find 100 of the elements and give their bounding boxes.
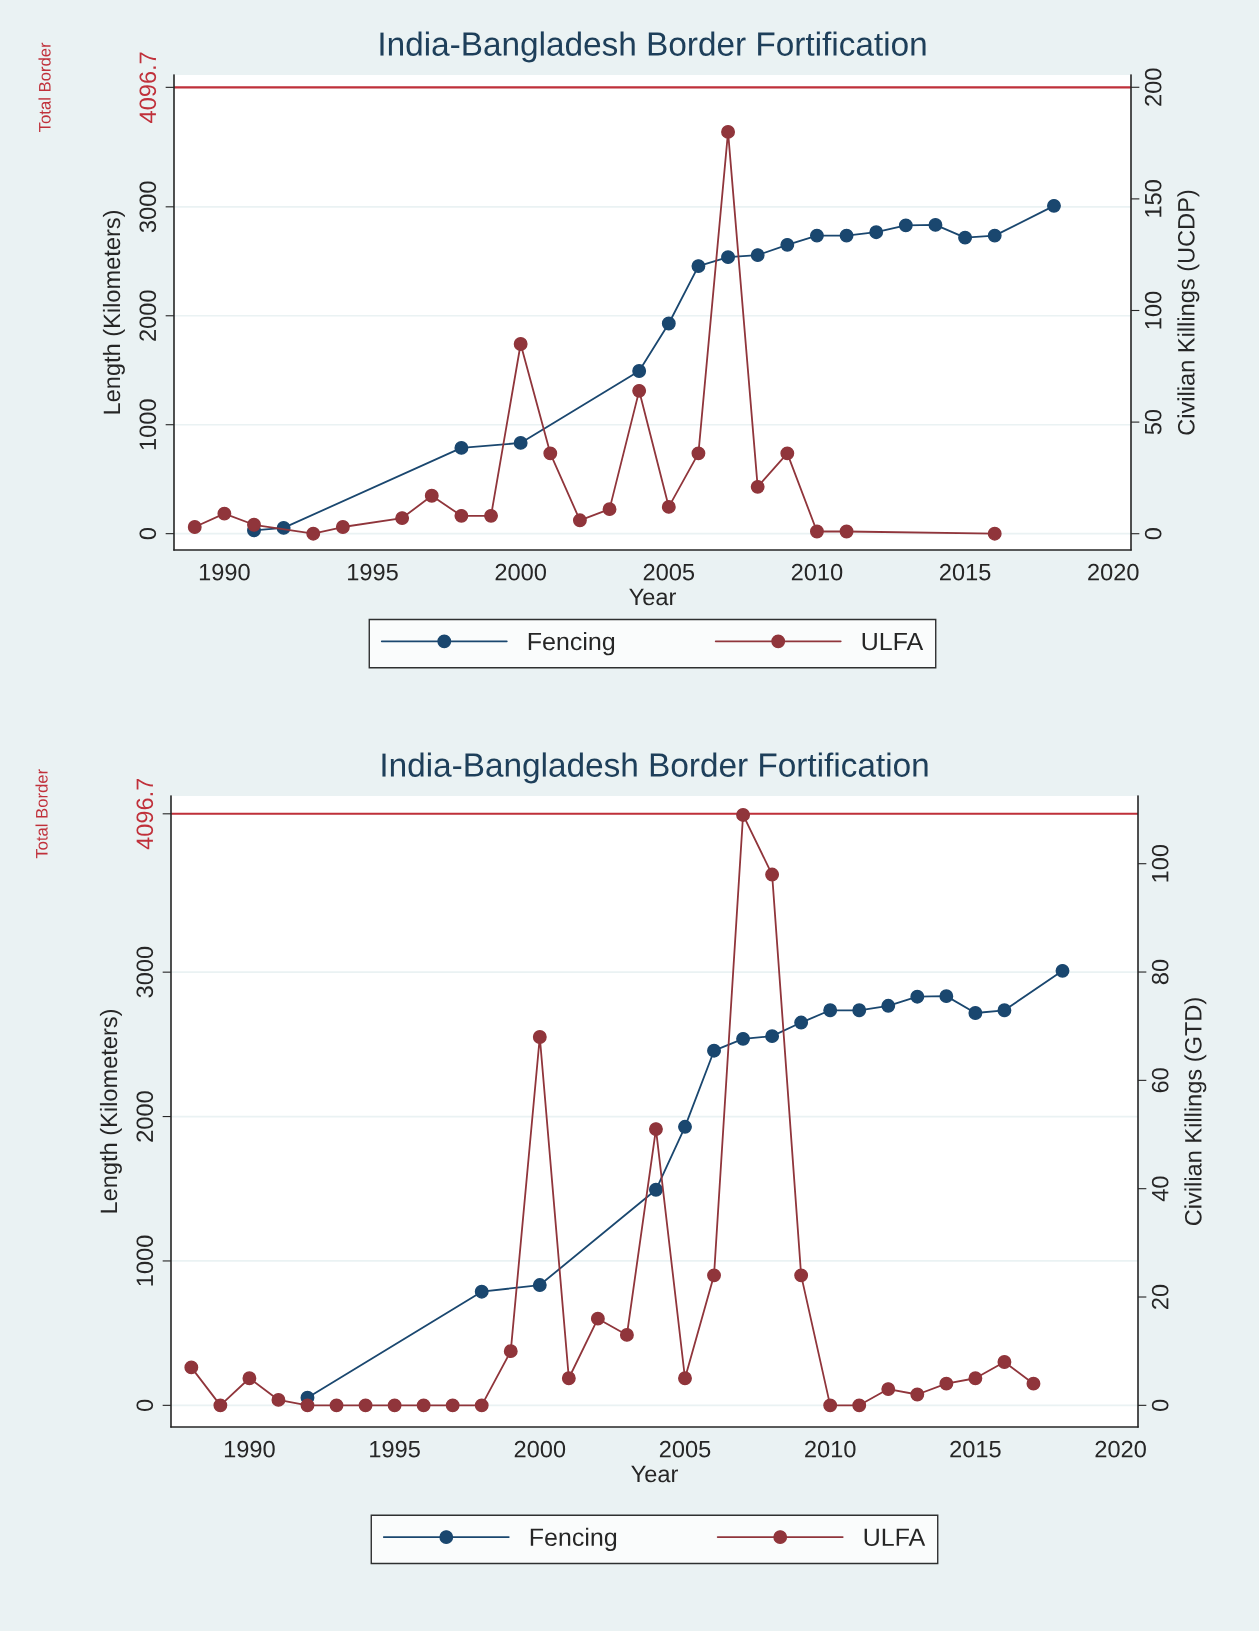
y2-tick-label: 0 xyxy=(1151,1399,1169,1411)
legend-label: Fencing xyxy=(530,1527,617,1552)
point xyxy=(532,1278,547,1293)
point xyxy=(445,1398,460,1413)
point xyxy=(590,1311,605,1326)
point xyxy=(794,1268,809,1283)
point xyxy=(454,440,469,455)
point xyxy=(632,364,647,378)
point xyxy=(839,524,854,539)
point xyxy=(649,1182,663,1197)
point xyxy=(839,228,854,243)
point xyxy=(271,1392,286,1407)
point xyxy=(678,1119,692,1134)
point xyxy=(928,217,943,232)
point xyxy=(184,1360,199,1375)
legend-label: Fencing xyxy=(528,632,615,656)
point xyxy=(247,517,261,532)
y2-axis-title: Civilian Killings (GTD) xyxy=(1184,998,1207,1226)
x-tick-label: 1990 xyxy=(199,563,250,581)
point xyxy=(416,1398,431,1413)
point xyxy=(1047,198,1061,213)
point xyxy=(661,499,676,514)
point xyxy=(513,337,528,351)
point xyxy=(809,524,824,539)
point xyxy=(898,218,913,233)
point xyxy=(721,250,735,265)
legend-label: ULFA xyxy=(864,1528,926,1547)
point xyxy=(213,1398,228,1413)
x-tick-label: 2000 xyxy=(495,563,546,581)
y2-tick-label: 100 xyxy=(1144,291,1162,329)
y-tick-label: 0 xyxy=(136,1399,154,1411)
point xyxy=(939,1376,954,1391)
x-tick-label: 2010 xyxy=(805,1440,856,1458)
y-tick-label: 3000 xyxy=(136,946,154,998)
x-tick-label: 2015 xyxy=(950,1440,1001,1458)
point xyxy=(707,1043,721,1058)
point xyxy=(649,1122,663,1137)
point xyxy=(780,237,795,252)
y2-tick-label: 60 xyxy=(1151,1068,1169,1093)
ref-line-label: Total Border xyxy=(35,769,48,859)
point xyxy=(765,1029,780,1044)
point xyxy=(794,1015,809,1030)
point xyxy=(691,259,706,274)
x-tick-label: 2020 xyxy=(1095,1440,1146,1458)
point xyxy=(707,1268,721,1283)
point xyxy=(958,230,973,245)
chart-title: India-Bangladesh Border Fortification xyxy=(380,31,926,63)
y2-tick-label: 100 xyxy=(1151,844,1169,882)
point xyxy=(809,228,824,243)
chart-title: India-Bangladesh Border Fortification xyxy=(382,752,928,784)
point xyxy=(910,1387,925,1402)
y-tick-label: 4096.7 xyxy=(136,778,154,850)
y-axis-title: Length (Kilometers) xyxy=(102,210,125,414)
x-tick-label: 1995 xyxy=(348,563,398,581)
point xyxy=(968,1371,983,1386)
y-axis-title: Length (Kilometers) xyxy=(99,1009,122,1213)
x-tick-label: 2000 xyxy=(514,1440,566,1458)
y2-tick-label: 80 xyxy=(1151,959,1169,985)
point xyxy=(910,989,925,1004)
point xyxy=(852,1003,867,1018)
point xyxy=(474,1398,489,1413)
point xyxy=(484,508,498,523)
point xyxy=(750,248,765,263)
y2-axis-title: Civilian Killings (UCDP) xyxy=(1177,190,1200,435)
point xyxy=(750,479,765,494)
point xyxy=(329,1398,344,1413)
ref-line-label: Total Border xyxy=(38,42,51,132)
y2-tick-label: 40 xyxy=(1151,1176,1169,1202)
point xyxy=(187,520,202,534)
x-tick-label: 1995 xyxy=(370,1440,420,1458)
point xyxy=(619,1327,634,1342)
legend-label: ULFA xyxy=(862,632,924,651)
point xyxy=(721,124,735,139)
point xyxy=(306,526,321,541)
point xyxy=(543,446,558,461)
point xyxy=(823,1398,838,1413)
point xyxy=(454,508,469,523)
point xyxy=(765,867,780,882)
point xyxy=(968,1006,983,1020)
point xyxy=(300,1398,315,1413)
y-tick-label: 2000 xyxy=(139,290,157,341)
point xyxy=(1026,1376,1041,1391)
point xyxy=(561,1371,576,1386)
x-tick-label: 2005 xyxy=(643,563,695,581)
point xyxy=(358,1398,373,1413)
y2-tick-label: 0 xyxy=(1144,528,1162,540)
point xyxy=(503,1344,518,1359)
point xyxy=(881,1382,896,1397)
point xyxy=(242,1371,257,1386)
y-tick-label: 4096.7 xyxy=(139,52,157,123)
x-tick-label: 1990 xyxy=(224,1440,275,1458)
point xyxy=(424,488,439,503)
point xyxy=(997,1355,1012,1369)
point xyxy=(602,502,617,517)
y2-tick-label: 200 xyxy=(1144,68,1162,106)
point xyxy=(939,989,954,1004)
x-tick-label: 2010 xyxy=(791,563,843,581)
point xyxy=(987,228,1002,243)
point xyxy=(736,808,751,822)
point xyxy=(736,1031,751,1046)
